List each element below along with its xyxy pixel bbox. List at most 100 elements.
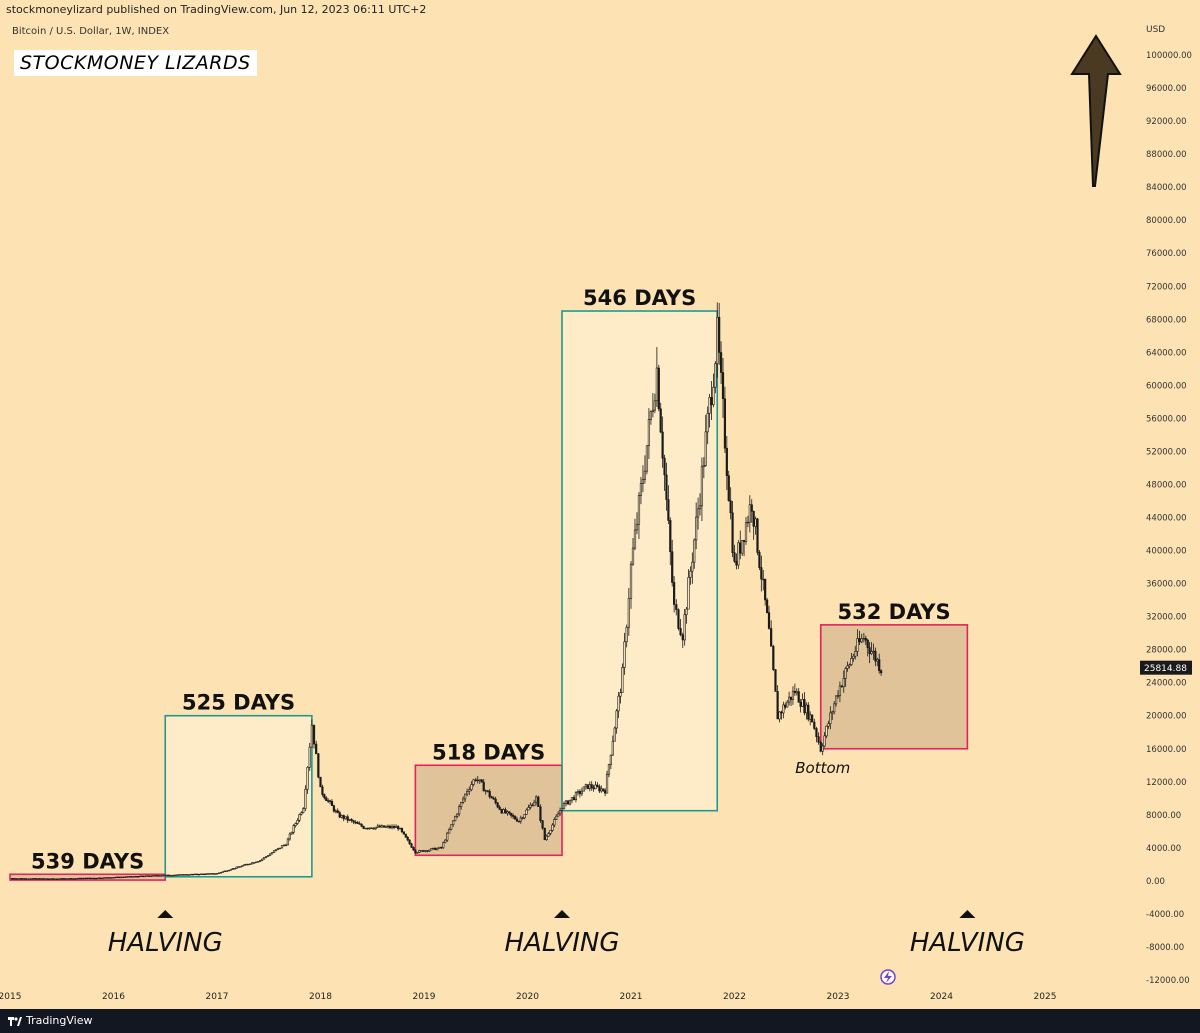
candle-body — [209, 873, 213, 875]
halving-label-0: HALVING — [108, 928, 223, 958]
candle-body — [566, 800, 570, 805]
candle-body — [257, 861, 260, 863]
candle-body — [317, 753, 320, 778]
candle-body — [700, 466, 704, 507]
candle-body — [386, 825, 390, 828]
currency-label: USD — [1146, 25, 1166, 35]
candle-body — [83, 877, 86, 880]
candle-body — [109, 877, 112, 879]
candle-body — [422, 850, 425, 852]
candle-body — [296, 820, 299, 824]
x-tick-label-2022: 2022 — [723, 992, 746, 1002]
candle-body — [380, 825, 383, 828]
candle-body — [161, 875, 164, 877]
candle-body — [852, 655, 855, 659]
candle-body — [264, 856, 268, 858]
y-tick-label-24: 4000.00 — [1146, 844, 1181, 854]
candle-body — [619, 692, 622, 697]
candle-body — [340, 815, 343, 818]
y-tick-label-25: 0.00 — [1146, 877, 1165, 887]
candle-body — [205, 873, 209, 875]
candle-body — [486, 790, 489, 792]
candle-body — [191, 873, 194, 876]
candle-body — [807, 704, 810, 720]
candle-body — [436, 848, 439, 851]
candle-body — [525, 809, 528, 815]
candle-body — [858, 638, 861, 643]
candle-body — [539, 806, 542, 821]
candle-body — [637, 495, 641, 525]
candle-body — [366, 827, 369, 830]
candle-body — [416, 852, 419, 854]
candle-body — [444, 839, 447, 844]
y-tick-label-20: 20000.00 — [1146, 712, 1187, 722]
candle-body — [600, 788, 603, 792]
candle-body — [468, 789, 471, 792]
candle-body — [113, 876, 116, 879]
candle-body — [348, 819, 351, 821]
footer-bar: TradingView — [0, 1009, 1200, 1033]
cycle-box-2 — [414, 764, 563, 857]
candle-body — [625, 626, 628, 643]
candle-body — [197, 873, 200, 876]
candle-body — [560, 808, 564, 811]
halving-marker-icon — [157, 910, 174, 918]
candle-body — [725, 447, 728, 476]
candle-body — [854, 651, 857, 657]
candle-body — [227, 869, 230, 872]
candle-body — [647, 419, 651, 446]
candle-body — [756, 518, 759, 553]
publisher-line: stockmoneylizard published on TradingVie… — [0, 0, 1200, 20]
candle-body — [34, 878, 37, 880]
x-tick-label-2017: 2017 — [206, 992, 229, 1002]
candle-body — [488, 791, 491, 798]
candle-body — [418, 850, 421, 853]
candle-body — [368, 827, 371, 829]
candle-body — [553, 819, 556, 826]
candle-body — [821, 745, 824, 752]
candle-body — [71, 878, 74, 880]
candle-body — [537, 796, 540, 808]
candle-body — [221, 871, 224, 873]
candle-body — [374, 826, 377, 830]
candle-body — [376, 825, 379, 828]
candle-body — [30, 878, 33, 880]
brand-box: STOCKMONEY LIZARDS — [14, 50, 257, 76]
candle-body — [568, 799, 572, 805]
candle-body — [28, 878, 31, 880]
candle-body — [586, 784, 589, 789]
candle-body — [40, 878, 43, 880]
candle-body — [584, 784, 587, 788]
candle-body — [61, 878, 65, 880]
candle-body — [535, 796, 538, 803]
candle-body — [580, 790, 584, 795]
candle-body — [490, 796, 493, 799]
candle-body — [103, 877, 106, 879]
y-tick-label-19: 24000.00 — [1146, 679, 1187, 689]
candle-body — [596, 784, 599, 787]
candle-body — [846, 665, 849, 669]
y-tick-label-7: 72000.00 — [1146, 282, 1187, 292]
candle-body — [143, 875, 146, 878]
candle-body — [12, 878, 16, 880]
candle-body — [742, 540, 746, 542]
candle-body — [408, 839, 411, 845]
candle-body — [245, 863, 248, 866]
candle-body — [255, 861, 258, 864]
candle-body — [744, 522, 748, 542]
candle-body — [117, 876, 120, 879]
candle-body — [239, 866, 242, 868]
candle-body — [543, 827, 546, 841]
candle-body — [44, 878, 47, 880]
candle-body — [844, 668, 847, 679]
candle-body — [434, 847, 437, 851]
x-tick-label-2020: 2020 — [516, 992, 539, 1002]
candle-body — [169, 874, 172, 877]
candle-body — [868, 647, 871, 654]
candle-body — [590, 784, 593, 789]
candle-body — [276, 847, 280, 850]
candle-body — [819, 742, 822, 752]
candle-body — [627, 598, 630, 628]
candle-body — [235, 866, 238, 869]
